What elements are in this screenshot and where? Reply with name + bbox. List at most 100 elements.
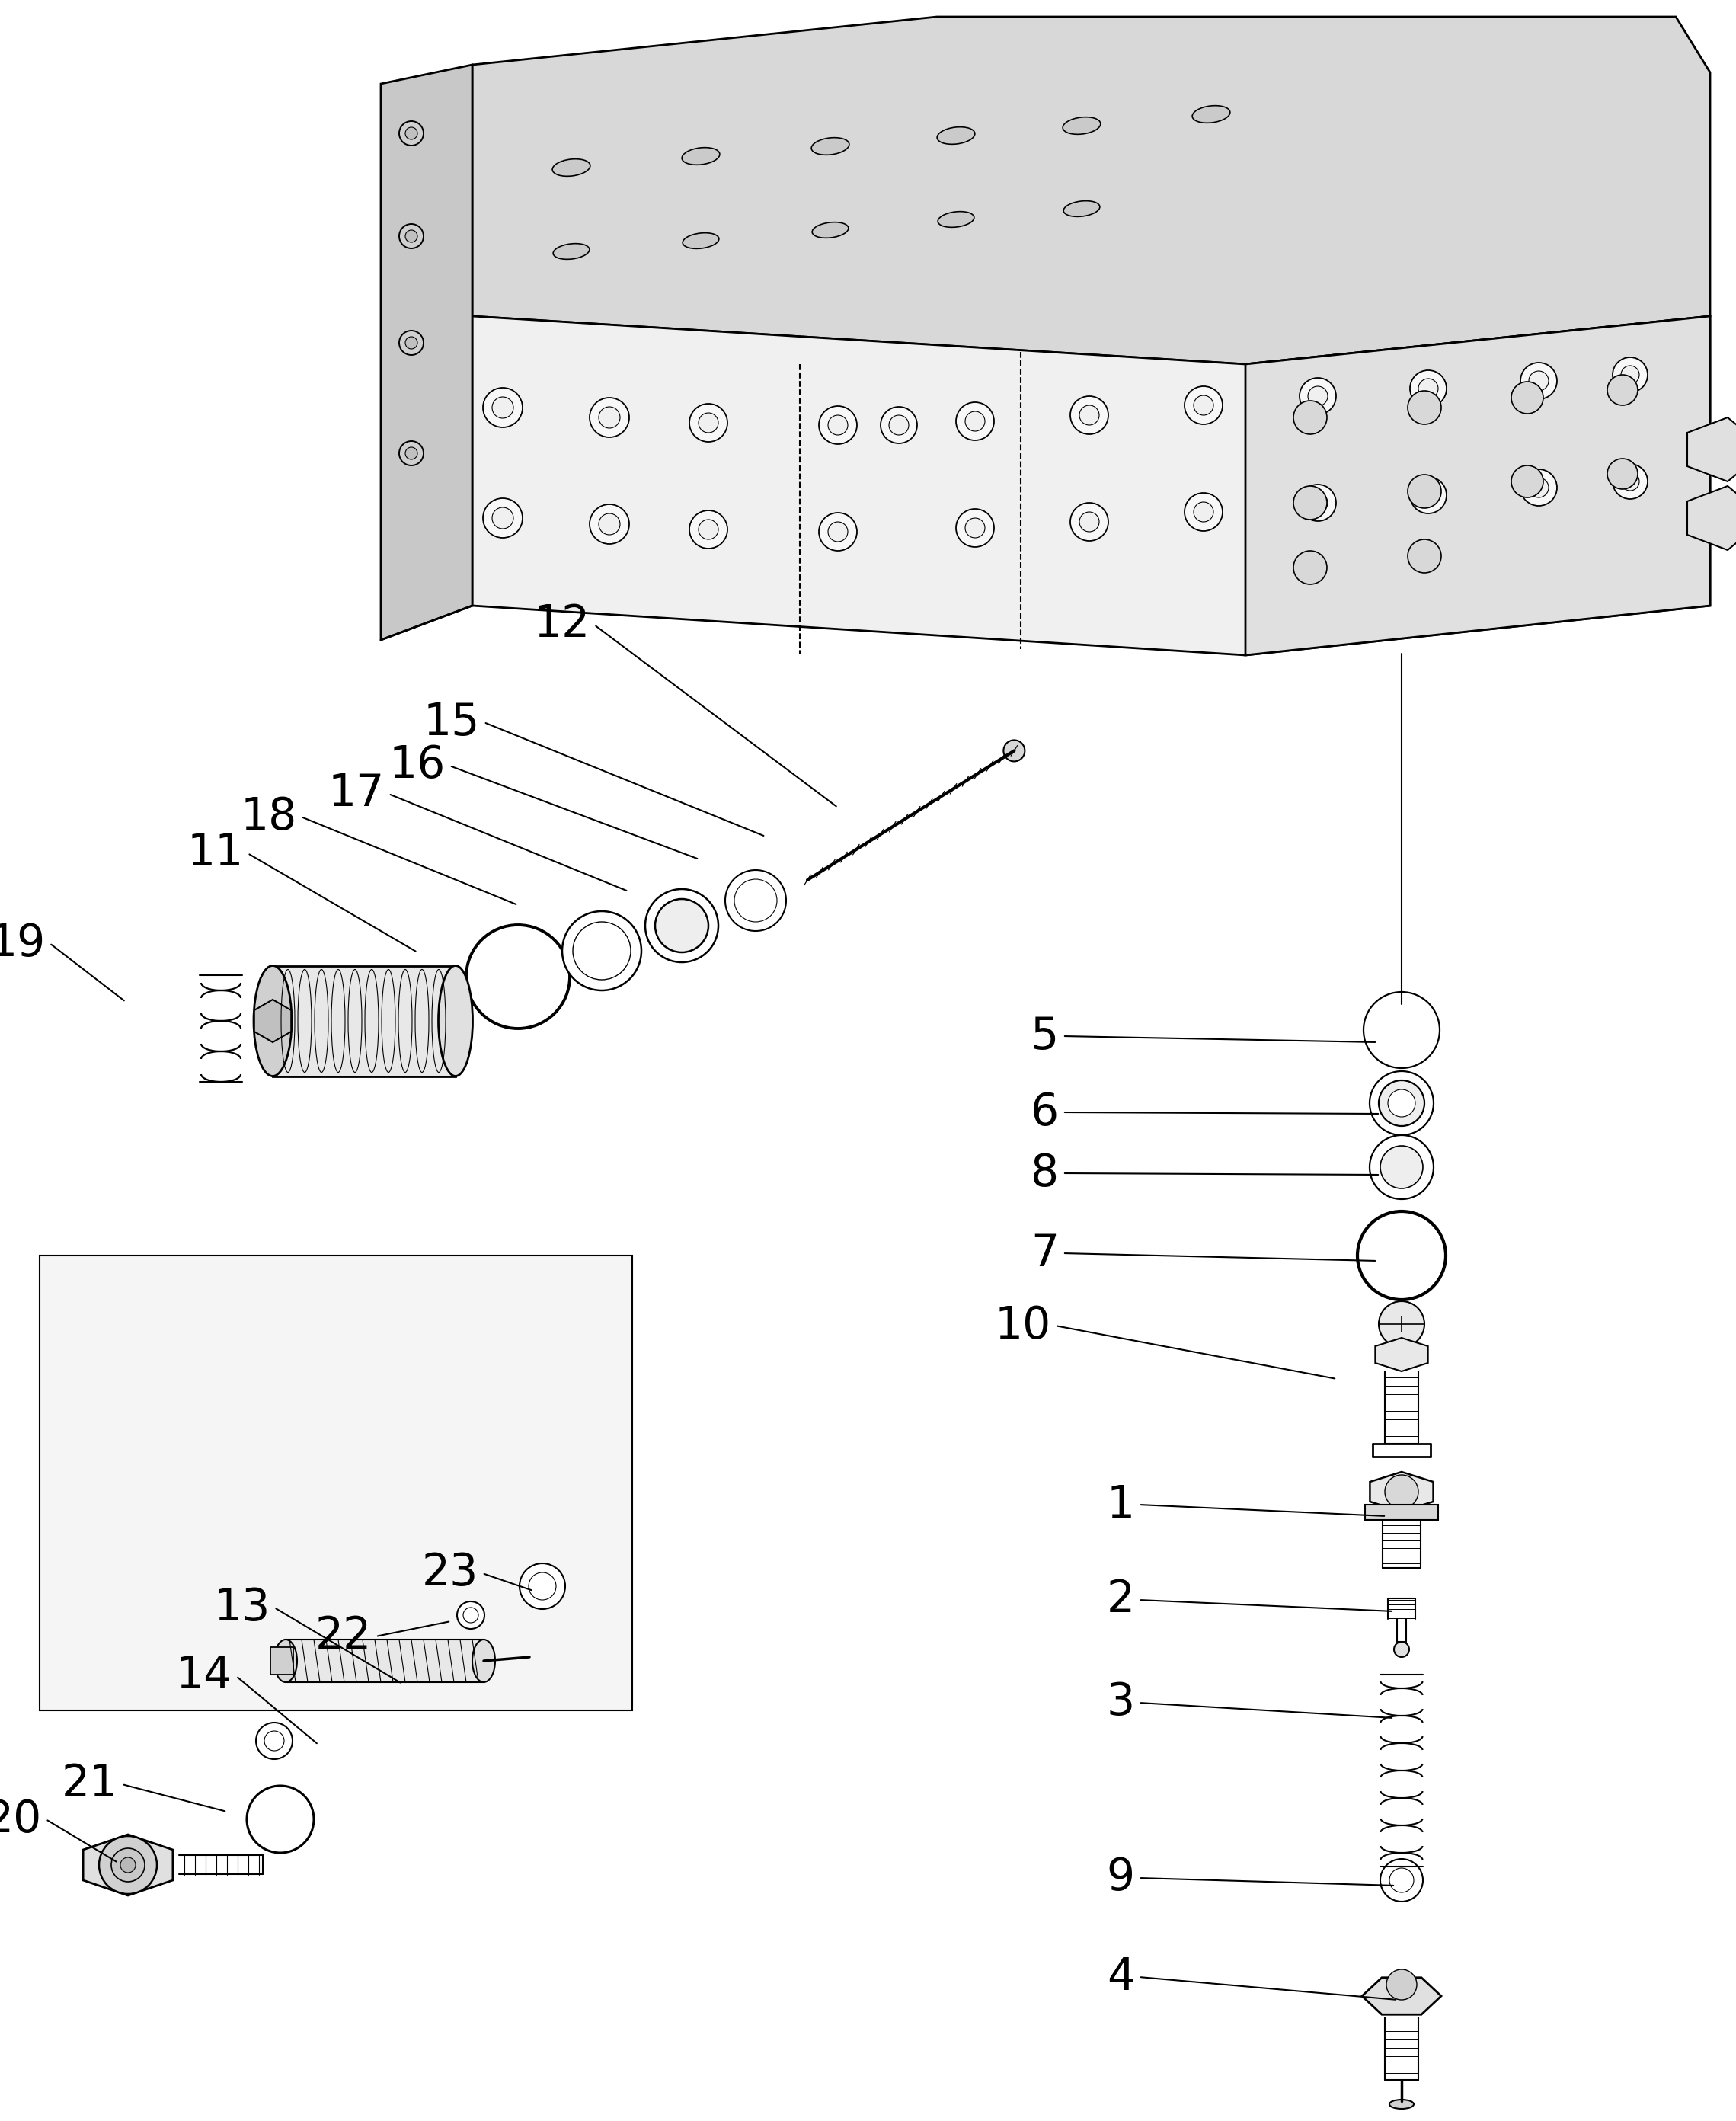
Circle shape xyxy=(1069,397,1108,435)
Circle shape xyxy=(1307,492,1328,513)
Circle shape xyxy=(1300,484,1337,522)
Text: 21: 21 xyxy=(61,1763,118,1805)
Circle shape xyxy=(1408,390,1441,424)
Text: 18: 18 xyxy=(241,795,297,838)
Circle shape xyxy=(1387,1970,1417,2000)
Text: 4: 4 xyxy=(1108,1956,1135,1998)
Circle shape xyxy=(1613,464,1647,498)
Circle shape xyxy=(464,1608,479,1623)
Circle shape xyxy=(247,1786,314,1854)
Circle shape xyxy=(726,870,786,931)
Polygon shape xyxy=(1364,1504,1437,1521)
Circle shape xyxy=(819,513,858,551)
Circle shape xyxy=(1394,1642,1410,1657)
Polygon shape xyxy=(380,66,472,641)
Circle shape xyxy=(828,522,847,541)
Circle shape xyxy=(399,331,424,354)
Circle shape xyxy=(562,912,641,991)
Circle shape xyxy=(1069,503,1108,541)
Circle shape xyxy=(957,403,995,441)
Circle shape xyxy=(1300,378,1337,414)
Circle shape xyxy=(1521,363,1557,399)
Circle shape xyxy=(1613,356,1647,392)
Circle shape xyxy=(529,1572,556,1599)
Text: 2: 2 xyxy=(1108,1578,1135,1623)
Circle shape xyxy=(1389,1869,1413,1892)
Circle shape xyxy=(1418,380,1437,399)
Ellipse shape xyxy=(552,159,590,176)
Text: 8: 8 xyxy=(1031,1152,1059,1194)
Circle shape xyxy=(1363,993,1439,1069)
Circle shape xyxy=(1358,1211,1446,1300)
Circle shape xyxy=(399,121,424,146)
Circle shape xyxy=(264,1731,285,1750)
Circle shape xyxy=(1608,458,1637,490)
Text: 16: 16 xyxy=(389,744,446,787)
Circle shape xyxy=(1521,469,1557,507)
Text: 17: 17 xyxy=(328,772,385,817)
Polygon shape xyxy=(1363,1977,1441,2015)
Text: 5: 5 xyxy=(1031,1014,1059,1058)
Circle shape xyxy=(1293,551,1326,585)
Circle shape xyxy=(467,925,569,1029)
Circle shape xyxy=(698,520,719,539)
Circle shape xyxy=(1378,1080,1425,1126)
Circle shape xyxy=(404,337,417,350)
Circle shape xyxy=(99,1837,156,1894)
Text: 13: 13 xyxy=(214,1587,271,1629)
Circle shape xyxy=(399,441,424,464)
Circle shape xyxy=(1184,492,1222,530)
Circle shape xyxy=(1608,375,1637,405)
Ellipse shape xyxy=(812,223,849,238)
Circle shape xyxy=(1387,1090,1415,1118)
Circle shape xyxy=(1529,477,1549,498)
Circle shape xyxy=(734,880,778,923)
Text: 14: 14 xyxy=(175,1654,233,1697)
Polygon shape xyxy=(273,965,455,1075)
Circle shape xyxy=(1512,382,1543,414)
Circle shape xyxy=(404,229,417,242)
Ellipse shape xyxy=(682,148,720,165)
Circle shape xyxy=(654,899,708,952)
Polygon shape xyxy=(1370,1472,1434,1512)
Circle shape xyxy=(1194,395,1213,416)
Ellipse shape xyxy=(811,138,849,155)
Polygon shape xyxy=(472,316,1710,655)
Text: 19: 19 xyxy=(0,921,45,965)
Circle shape xyxy=(1621,365,1639,384)
Text: 3: 3 xyxy=(1108,1682,1135,1724)
Circle shape xyxy=(1293,486,1326,520)
Polygon shape xyxy=(83,1835,174,1896)
Circle shape xyxy=(1380,1858,1424,1903)
Circle shape xyxy=(457,1601,484,1629)
Circle shape xyxy=(404,448,417,460)
Circle shape xyxy=(120,1858,135,1873)
Polygon shape xyxy=(1375,1338,1429,1372)
Circle shape xyxy=(880,407,917,443)
Circle shape xyxy=(573,923,630,980)
Circle shape xyxy=(404,127,417,140)
Ellipse shape xyxy=(274,1640,297,1682)
Text: 1: 1 xyxy=(1108,1483,1135,1527)
Circle shape xyxy=(1385,1474,1418,1508)
Polygon shape xyxy=(253,999,292,1041)
Ellipse shape xyxy=(682,233,719,248)
Polygon shape xyxy=(472,17,1710,365)
Circle shape xyxy=(698,414,719,433)
Polygon shape xyxy=(40,1256,632,1710)
Circle shape xyxy=(1003,740,1024,761)
Circle shape xyxy=(519,1563,566,1610)
Text: 20: 20 xyxy=(0,1799,42,1841)
Circle shape xyxy=(1418,486,1437,505)
Text: 11: 11 xyxy=(187,831,243,876)
Circle shape xyxy=(1529,371,1549,390)
Ellipse shape xyxy=(1193,106,1231,123)
Circle shape xyxy=(828,416,847,435)
Circle shape xyxy=(819,405,858,443)
Circle shape xyxy=(1370,1135,1434,1198)
Text: 7: 7 xyxy=(1031,1232,1059,1275)
Circle shape xyxy=(483,498,523,539)
Circle shape xyxy=(1184,386,1222,424)
Circle shape xyxy=(1408,475,1441,509)
Ellipse shape xyxy=(1062,117,1101,134)
